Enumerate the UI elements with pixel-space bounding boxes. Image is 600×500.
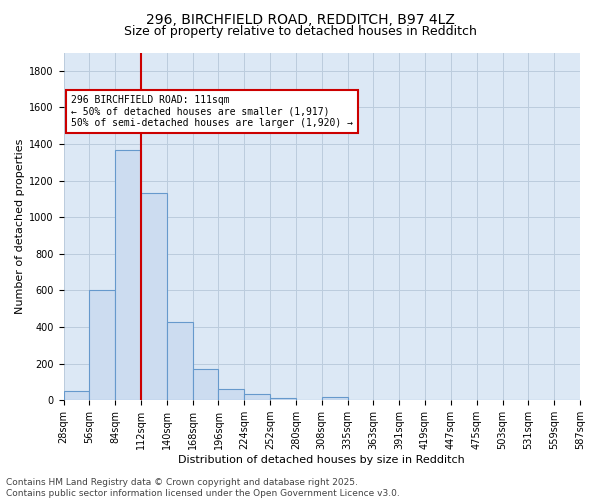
Bar xyxy=(270,398,296,400)
Text: 296, BIRCHFIELD ROAD, REDDITCH, B97 4LZ: 296, BIRCHFIELD ROAD, REDDITCH, B97 4LZ xyxy=(146,12,454,26)
Text: Contains HM Land Registry data © Crown copyright and database right 2025.
Contai: Contains HM Land Registry data © Crown c… xyxy=(6,478,400,498)
Bar xyxy=(244,394,270,400)
Bar xyxy=(193,369,218,400)
Bar xyxy=(322,398,347,400)
Bar xyxy=(218,389,244,400)
Bar xyxy=(64,391,89,400)
Bar xyxy=(167,322,193,400)
Bar xyxy=(89,290,115,400)
Bar xyxy=(141,194,167,400)
Bar xyxy=(115,150,141,400)
Y-axis label: Number of detached properties: Number of detached properties xyxy=(15,138,25,314)
X-axis label: Distribution of detached houses by size in Redditch: Distribution of detached houses by size … xyxy=(178,455,465,465)
Text: 296 BIRCHFIELD ROAD: 111sqm
← 50% of detached houses are smaller (1,917)
50% of : 296 BIRCHFIELD ROAD: 111sqm ← 50% of det… xyxy=(71,94,353,128)
Text: Size of property relative to detached houses in Redditch: Size of property relative to detached ho… xyxy=(124,25,476,38)
